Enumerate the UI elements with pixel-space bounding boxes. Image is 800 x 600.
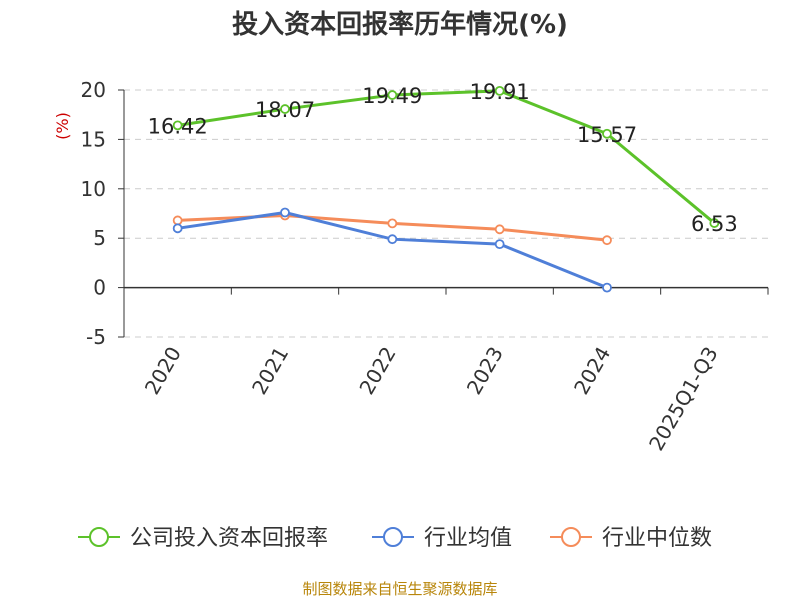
series-line-0	[177, 89, 716, 225]
data-point	[172, 120, 183, 131]
data-point	[387, 218, 398, 229]
grid-lines	[124, 89, 768, 338]
data-point	[172, 215, 183, 226]
y-tick-label: 5	[93, 226, 106, 250]
data-point	[602, 282, 612, 293]
y-tick-label: 0	[93, 276, 106, 300]
legend-marker	[383, 527, 403, 547]
y-tick-label: -5	[86, 325, 106, 349]
data-point	[172, 223, 183, 234]
data-point	[494, 224, 505, 235]
x-tick-label: 2021	[247, 343, 293, 399]
data-point	[602, 235, 612, 246]
legend-marker	[561, 527, 581, 547]
data-point	[602, 128, 612, 139]
x-tick-label: 2022	[354, 343, 400, 399]
data-point	[709, 218, 720, 228]
y-axis-label: (%)	[53, 112, 72, 140]
legend-label: 行业中位数	[602, 526, 712, 551]
data-point	[387, 234, 398, 245]
legend: 公司投入资本回报率 行业均值 行业中位数	[78, 526, 712, 551]
y-tick-label: 15	[81, 127, 106, 151]
data-label: 15.57	[577, 123, 637, 147]
data-label: 6.53	[691, 212, 738, 236]
y-tick-label: 10	[81, 177, 106, 201]
chart-title: 投入资本回报率历年情况(%)	[232, 9, 568, 40]
legend-label: 行业均值	[424, 526, 512, 551]
data-point	[494, 239, 505, 250]
y-tick-label: 20	[81, 78, 106, 102]
data-point	[280, 104, 290, 114]
data-label: 19.49	[362, 84, 422, 108]
series-lines	[172, 85, 720, 293]
legend-label: 公司投入资本回报率	[130, 526, 328, 551]
data-point	[494, 85, 505, 96]
data-label: 19.91	[470, 80, 530, 104]
data-labels: 16.42 18.07 19.49 19.91 15.57 6.53	[148, 80, 738, 236]
data-label: 18.07	[255, 98, 315, 122]
x-tick-label: 2025Q1-Q3	[644, 343, 723, 455]
x-tick-label: 2024	[569, 343, 615, 399]
data-point	[280, 207, 290, 218]
data-label: 16.42	[148, 114, 208, 138]
source-note: 制图数据来自恒生聚源数据库	[302, 580, 497, 598]
data-point	[387, 90, 398, 100]
legend-marker	[89, 527, 109, 547]
x-tick-label: 2023	[462, 342, 508, 398]
x-tick-label: 2020	[140, 343, 186, 399]
